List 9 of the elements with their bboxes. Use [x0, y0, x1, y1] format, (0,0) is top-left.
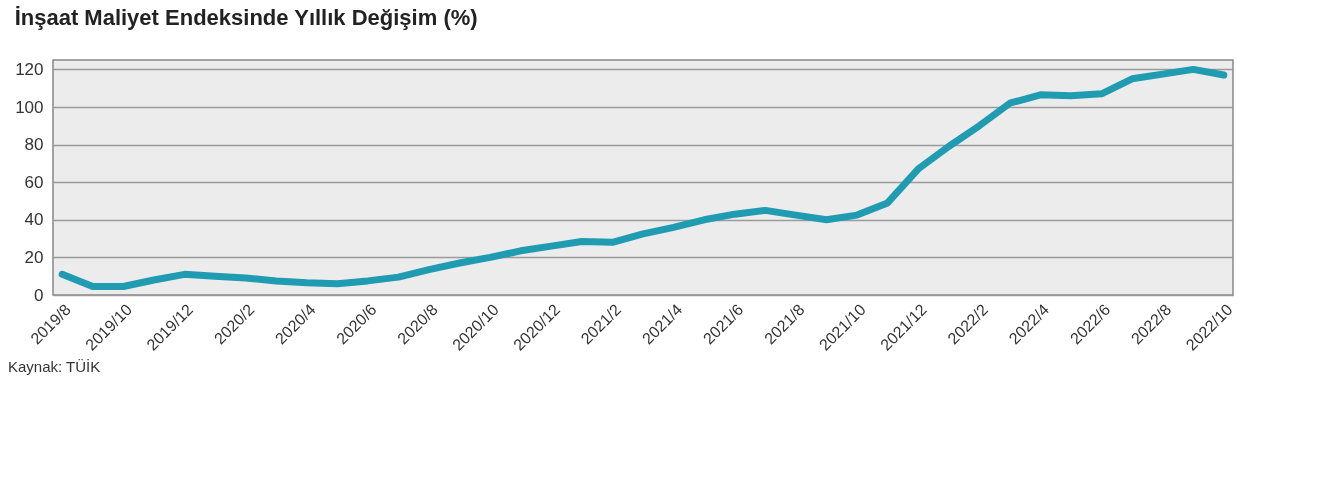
y-tick-label: 120	[15, 59, 44, 79]
y-tick-label: 40	[24, 210, 44, 230]
y-tick-label: 20	[24, 247, 44, 267]
y-tick-label: 60	[24, 172, 44, 192]
y-tick-label: 80	[24, 135, 44, 155]
y-tick-label: 100	[15, 97, 44, 117]
text: Kaynak: TÜİK	[8, 358, 101, 375]
y-tick-label: 0	[34, 285, 44, 305]
chart-title: İnşaat Maliyet Endeksinde Yıllık Değişim (%)	[14, 5, 478, 30]
